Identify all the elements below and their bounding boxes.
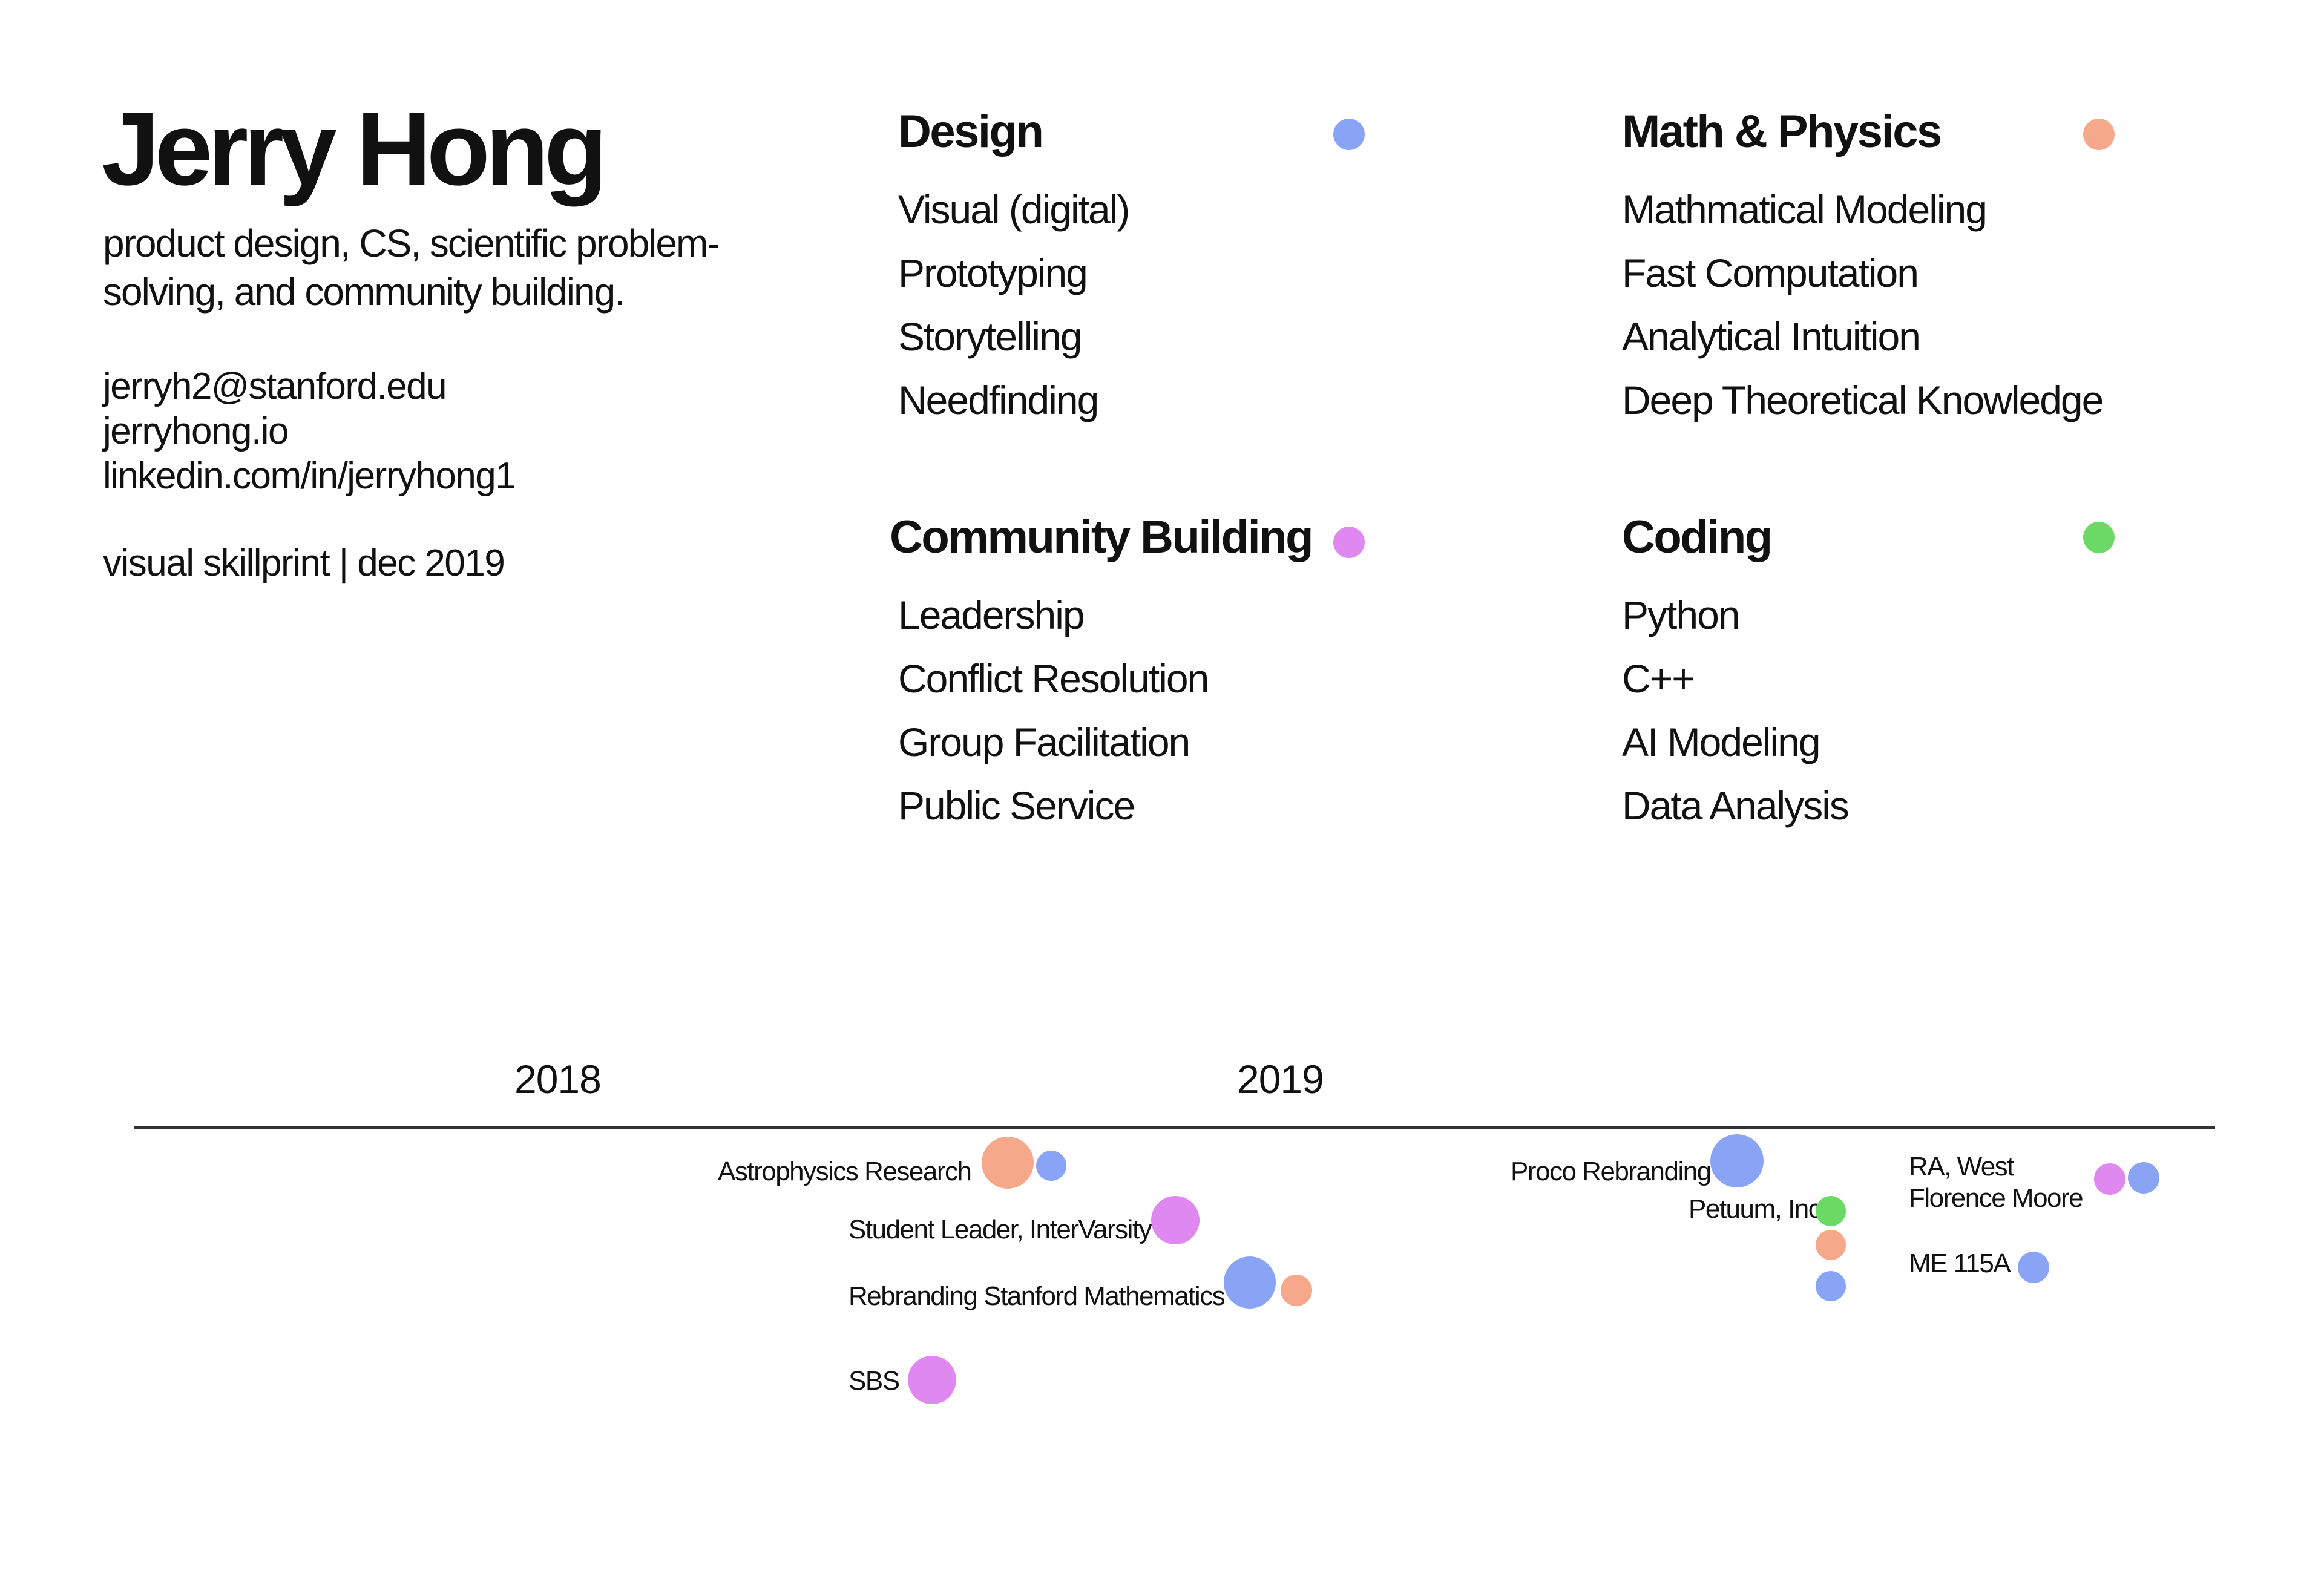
skill-list-community: Leadership Conflict Resolution Group Fac…: [898, 583, 1312, 838]
timeline-year-2019: 2019: [1237, 1057, 1324, 1102]
skill-item: Prototyping: [898, 251, 1088, 295]
timeline-event-dot: [1036, 1151, 1066, 1181]
timeline-event-dot: [1816, 1196, 1846, 1226]
skill-item: Conflict Resolution: [898, 656, 1209, 701]
timeline-event-dot: [908, 1356, 956, 1404]
linkedin-link[interactable]: linkedin.com/in/jerryhong1: [103, 455, 516, 497]
skill-item: Analytical Intuition: [1622, 314, 1921, 359]
skill-title-design: Design: [898, 106, 1044, 157]
skill-list-design: Visual (digital) Prototyping Storytellin…: [898, 178, 1130, 432]
timeline-event-dot: [1710, 1134, 1764, 1187]
timeline-event-dot: [1224, 1256, 1276, 1309]
legend-dot-design: [1333, 119, 1365, 150]
skill-item: C++: [1622, 656, 1695, 701]
skill-block-math-physics: Math & Physics Mathmatical Modeling Fast…: [1622, 106, 2104, 432]
skill-item: Python: [1622, 593, 1740, 637]
legend-dot-coding: [2083, 522, 2115, 553]
skill-block-design: Design Visual (digital) Prototyping Stor…: [898, 106, 1130, 432]
skill-item: Leadership: [898, 593, 1085, 637]
timeline-event-label: Petuum, Inc.: [1689, 1194, 1828, 1224]
timeline-event-dot: [2094, 1163, 2125, 1195]
skill-item: AI Modeling: [1622, 720, 1821, 764]
tagline: product design, CS, scientific problem-s…: [103, 222, 720, 314]
skill-item: Visual (digital): [898, 187, 1130, 232]
contact-list: jerryh2@stanford.edu jerryhong.io linked…: [103, 364, 516, 499]
legend-dot-community: [1333, 527, 1365, 558]
skill-title-math-physics: Math & Physics: [1622, 106, 1942, 157]
timeline-event-label: Student Leader, InterVarsity: [849, 1215, 1152, 1244]
timeline-event-dot: [982, 1137, 1034, 1189]
timeline-event-label: Rebranding Stanford Mathematics: [849, 1281, 1226, 1311]
timeline-event-label: Proco Rebranding: [1511, 1157, 1712, 1186]
timeline-event-label: ME 115A: [1909, 1249, 2011, 1278]
skill-item: Fast Computation: [1622, 251, 1919, 295]
skill-item: Needfinding: [898, 378, 1099, 422]
skill-block-community: Community Building Leadership Conflict R…: [890, 511, 1314, 838]
timeline-event-dot: [2018, 1252, 2049, 1283]
skill-block-coding: Coding Python C++ AI Modeling Data Analy…: [1622, 511, 1850, 838]
skill-list-coding: Python C++ AI Modeling Data Analysis: [1622, 583, 1850, 838]
skill-item: Storytelling: [898, 314, 1083, 359]
skill-item: Mathmatical Modeling: [1622, 187, 1988, 232]
skill-title-coding: Coding: [1622, 511, 1773, 563]
skill-item: Data Analysis: [1622, 783, 1850, 828]
email-link[interactable]: jerryh2@stanford.edu: [103, 366, 447, 407]
timeline-event-dot: [2128, 1162, 2159, 1194]
timeline-event-dot: [1281, 1275, 1312, 1306]
timeline-event-label: Astrophysics Research: [718, 1157, 972, 1186]
timeline-axis: [134, 1126, 2215, 1129]
timeline-event-dot: [1151, 1196, 1200, 1244]
skill-item: Deep Theoretical Knowledge: [1622, 378, 2104, 422]
legend-dot-math-physics: [2083, 119, 2115, 150]
skill-item: Public Service: [898, 783, 1135, 828]
timeline-event-dot: [1816, 1230, 1846, 1260]
timeline-year-2018: 2018: [514, 1057, 602, 1102]
timeline-event-label: SBS: [849, 1366, 900, 1396]
document-footer: visual skillprint | dec 2019: [103, 542, 505, 584]
skill-list-math-physics: Mathmatical Modeling Fast Computation An…: [1622, 178, 2104, 432]
skill-item: Group Facilitation: [898, 720, 1190, 764]
timeline-event-label: RA, West Florence Moore: [1909, 1152, 2084, 1213]
website-link[interactable]: jerryhong.io: [103, 410, 289, 452]
skill-title-community: Community Building: [890, 511, 1314, 563]
timeline-event-dot: [1816, 1271, 1846, 1301]
person-name: Jerry Hong: [102, 91, 608, 207]
